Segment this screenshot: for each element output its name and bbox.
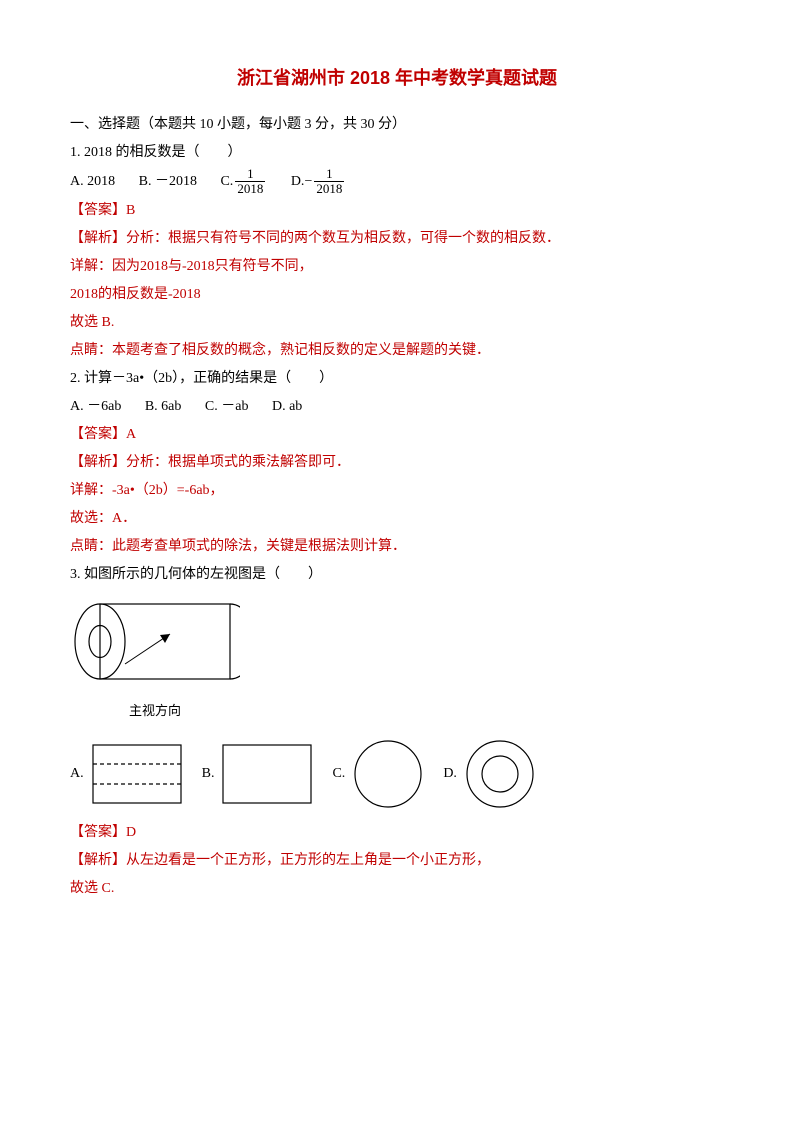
q3-therefore: 故选 C. [70, 875, 724, 903]
q3-choice-A: A. [70, 744, 182, 804]
q3-optB-label: B. [202, 760, 215, 788]
q1-answer: 【答案】B [70, 197, 724, 225]
q1-stem: 1. 2018 的相反数是（ ） [70, 139, 724, 167]
q1-analysis: 【解析】分析：根据只有符号不同的两个数互为相反数，可得一个数的相反数． [70, 225, 724, 253]
q3-stem: 3. 如图所示的几何体的左视图是（ ） [70, 561, 724, 589]
q1-optD: D. − 1 2018 [291, 167, 347, 197]
q1-optC-num: 1 [235, 167, 265, 182]
q2-optD: D. ab [272, 393, 302, 421]
q1-optD-label: D. [291, 168, 305, 196]
q2-optB: B. 6ab [145, 393, 182, 421]
q1-detail1: 详解：因为2018与-2018只有符号不同， [70, 253, 724, 281]
q1-dianjing: 点睛：本题考查了相反数的概念，熟记相反数的定义是解题的关键． [70, 337, 724, 365]
q2-optC: C. －ab [205, 393, 249, 421]
q2-optA: A. －6ab [70, 393, 121, 421]
q3-optB-icon [222, 744, 312, 804]
q3-optA-label: A. [70, 760, 84, 788]
q2-detail1: 详解：-3a•（2b）=-6ab， [70, 477, 724, 505]
q3-solid-icon [70, 599, 240, 694]
q3-optC-icon [353, 739, 423, 809]
q1-optC-label: C. [220, 168, 233, 196]
section-heading: 一、选择题（本题共 10 小题，每小题 3 分，共 30 分） [70, 111, 724, 139]
q2-dianjing: 点睛：此题考查单项式的除法，关键是根据法则计算． [70, 533, 724, 561]
q2-stem: 2. 计算－3a•（2b），正确的结果是（ ） [70, 365, 724, 393]
q2-options: A. －6ab B. 6ab C. －ab D. ab [70, 393, 724, 421]
q1-detail2: 2018的相反数是-2018 [70, 281, 724, 309]
q3-analysis: 【解析】从左边看是一个正方形，正方形的左上角是一个小正方形， [70, 847, 724, 875]
q1-optD-num: 1 [314, 167, 344, 182]
q3-choice-D: D. [443, 739, 535, 809]
q3-choice-C: C. [332, 739, 423, 809]
q3-optD-label: D. [443, 760, 457, 788]
q1-optB: B. －2018 [139, 168, 197, 196]
q2-analysis: 【解析】分析：根据单项式的乘法解答即可． [70, 449, 724, 477]
q1-options: A. 2018 B. －2018 C. 1 2018 D. − 1 2018 [70, 167, 724, 197]
q1-optA: A. 2018 [70, 168, 115, 196]
q1-therefore: 故选 B. [70, 309, 724, 337]
q2-therefore: 故选：A． [70, 505, 724, 533]
q1-optD-neg: − [304, 168, 312, 196]
q3-answer: 【答案】D [70, 819, 724, 847]
q2-answer: 【答案】A [70, 421, 724, 449]
q3-choices: A. B. C. D. [70, 739, 724, 809]
q1-optC: C. 1 2018 [220, 167, 267, 197]
q3-figure: 主视方向 [70, 599, 724, 724]
q3-optA-icon [92, 744, 182, 804]
q3-choice-B: B. [202, 744, 313, 804]
q1-optC-frac: 1 2018 [235, 167, 265, 197]
q1-optD-den: 2018 [314, 182, 344, 196]
q1-optD-frac: 1 2018 [314, 167, 344, 197]
q1-optC-den: 2018 [235, 182, 265, 196]
q3-optC-label: C. [332, 760, 345, 788]
q3-view-label: 主视方向 [70, 698, 240, 724]
page-title: 浙江省湖州市 2018 年中考数学真题试题 [70, 60, 724, 96]
q3-optD-icon [465, 739, 535, 809]
